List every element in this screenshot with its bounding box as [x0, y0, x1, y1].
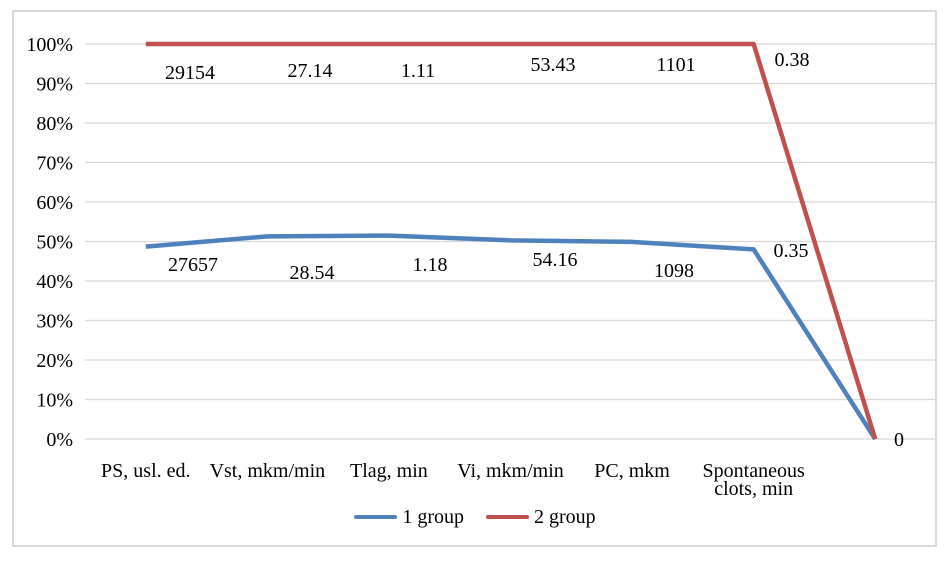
data-label: 1.18	[413, 254, 448, 276]
data-label: 1098	[654, 260, 694, 282]
data-label: 0.35	[774, 240, 809, 262]
series-line-2-group	[145, 41, 878, 440]
data-label: 29154	[165, 62, 215, 84]
y-axis-tick-label: 100%	[26, 34, 73, 56]
y-axis-tick-label: 90%	[36, 74, 73, 96]
data-label: 27.14	[288, 60, 333, 82]
x-axis-category-label: Tlag, min	[350, 460, 428, 482]
x-axis-category-label: Spontaneous	[703, 460, 805, 482]
series-2-group-line-swatch	[486, 515, 529, 519]
x-axis-category-label: PS, usl. ed.	[101, 460, 190, 482]
legend-item-2-group: 2 group	[486, 506, 596, 528]
data-label: 1101	[656, 54, 695, 76]
x-axis-category-label: Vi, mkm/min	[457, 460, 564, 482]
legend-item-1-group: 1 group	[354, 506, 464, 528]
x-axis-category-label: PC, mkm	[594, 460, 670, 482]
series-line-1-group	[145, 233, 878, 441]
y-axis-tick-label: 80%	[36, 113, 73, 135]
y-axis-tick-label: 60%	[36, 192, 73, 214]
series-1-group-line-swatch	[354, 515, 398, 519]
data-label: 0.38	[775, 49, 810, 71]
data-label: 28.54	[290, 262, 335, 284]
data-label: 1.11	[401, 60, 435, 82]
y-axis-tick-label: 0%	[46, 429, 73, 451]
legend-label-2-group: 2 group	[534, 506, 596, 528]
y-axis-tick-label: 10%	[36, 390, 73, 412]
data-label: 27657	[168, 254, 218, 276]
y-axis-tick-label: 30%	[36, 311, 73, 333]
data-label: 54.16	[533, 249, 578, 271]
y-axis-tick-label: 50%	[36, 232, 73, 254]
legend: 1 group 2 group	[0, 506, 950, 528]
x-axis-category-label: Vst, mkm/min	[210, 460, 326, 482]
x-axis-category-label: clots, min	[714, 478, 793, 500]
y-axis-tick-label: 70%	[36, 153, 73, 175]
data-label: 53.43	[531, 54, 576, 76]
chart-border	[12, 10, 937, 547]
y-axis-tick-label: 40%	[36, 271, 73, 293]
data-label-zero: 0	[894, 429, 904, 451]
y-axis-tick-label: 20%	[36, 350, 73, 372]
legend-label-1-group: 1 group	[402, 506, 464, 528]
